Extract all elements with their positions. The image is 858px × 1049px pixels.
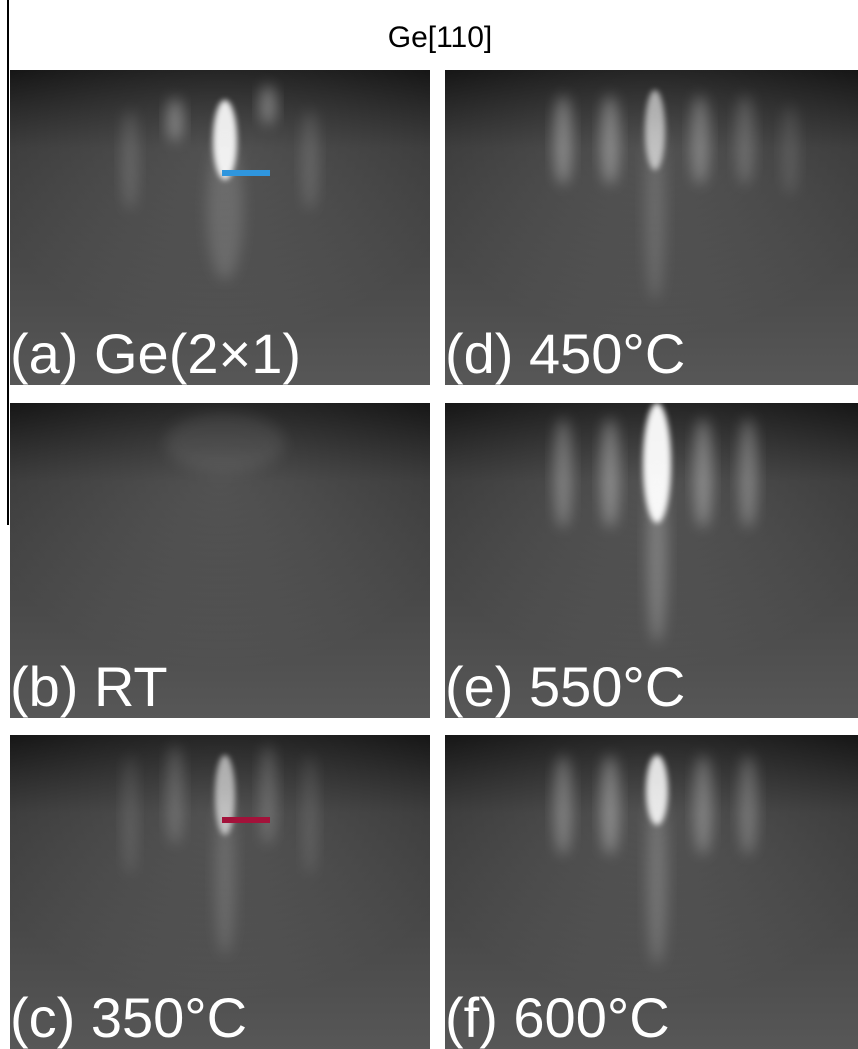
diffraction-streak bbox=[167, 98, 183, 142]
diffraction-streak bbox=[554, 418, 572, 528]
marker-bar bbox=[222, 170, 270, 176]
rheed-panel: (c) 350°C bbox=[10, 735, 430, 1049]
diffraction-streak bbox=[739, 755, 757, 855]
panel-label: (b) RT bbox=[10, 655, 168, 718]
diffraction-streak bbox=[167, 745, 183, 845]
panel-label: (a) Ge(2×1) bbox=[10, 322, 301, 385]
diffraction-streak bbox=[601, 755, 619, 855]
diffraction-streak bbox=[165, 413, 285, 473]
diffraction-streak bbox=[303, 755, 317, 875]
diffraction-streak bbox=[645, 120, 665, 300]
panel-label: (c) 350°C bbox=[10, 986, 247, 1049]
diffraction-streak bbox=[215, 795, 235, 955]
diffraction-streak bbox=[260, 85, 276, 125]
diffraction-streak bbox=[123, 755, 137, 875]
diffraction-streak bbox=[647, 785, 667, 965]
diffraction-streak bbox=[302, 110, 318, 210]
diffraction-streak bbox=[554, 95, 572, 185]
rheed-panel: (f) 600°C bbox=[445, 735, 858, 1049]
figure-title: Ge[110] bbox=[388, 21, 493, 54]
panel-label: (f) 600°C bbox=[445, 986, 670, 1049]
marker-bar bbox=[222, 817, 270, 823]
diffraction-streak bbox=[647, 463, 667, 643]
diffraction-streak bbox=[260, 745, 276, 845]
rheed-panel: (b) RT bbox=[10, 403, 430, 718]
diffraction-streak bbox=[739, 418, 757, 528]
rheed-panel: (e) 550°C bbox=[445, 403, 858, 718]
panel-label: (d) 450°C bbox=[445, 322, 685, 385]
rheed-panel: (d) 450°C bbox=[445, 70, 858, 385]
diffraction-streak bbox=[207, 140, 243, 280]
panel-label: (e) 550°C bbox=[445, 655, 685, 718]
diffraction-streak bbox=[601, 95, 619, 185]
diffraction-streak bbox=[694, 755, 712, 855]
diffraction-streak bbox=[694, 418, 712, 528]
diffraction-streak bbox=[601, 418, 619, 528]
diffraction-streak bbox=[782, 105, 798, 195]
diffraction-streak bbox=[691, 95, 709, 185]
rheed-panel: (a) Ge(2×1) bbox=[10, 70, 430, 385]
diffraction-streak bbox=[736, 95, 754, 185]
diffraction-streak bbox=[122, 110, 138, 210]
diffraction-streak bbox=[554, 755, 572, 855]
